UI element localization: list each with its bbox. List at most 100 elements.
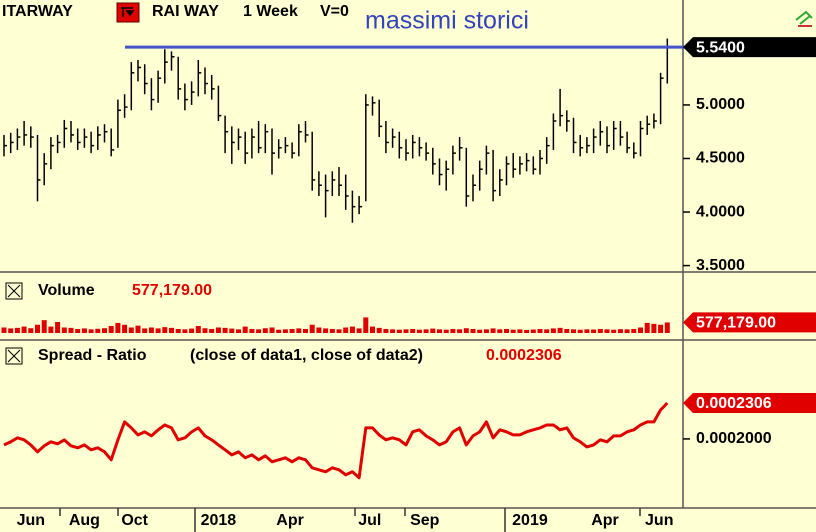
volume-bar [651,323,657,333]
volume-bar [242,326,248,333]
panel-title: Spread - Ratio [38,347,147,364]
volume-bar [323,328,329,333]
x-tick-label: Jun [645,512,673,529]
volume-bar [370,326,375,333]
volume-bar [189,328,195,333]
volume-bar [638,327,643,333]
volume-bar [376,327,382,333]
volume-bar [617,329,623,333]
volume-bar [477,329,483,333]
y-tick-label: 0.0002000 [696,430,772,447]
volume-bar [256,329,262,333]
volume-bar [537,328,543,333]
close-glyph [7,349,21,363]
volume-bar [658,324,664,333]
volume-bar [483,329,489,333]
volume-bar [584,329,590,333]
close-box[interactable] [5,347,23,365]
volume-bar [403,329,409,333]
volume-bar [349,326,355,333]
volume-bar [8,328,14,333]
volume-bar [169,327,174,333]
symbol: ITARWAY [2,3,73,20]
last-value-box [683,312,816,333]
x-tick-label: Jul [358,512,381,529]
last-value-box [683,392,816,413]
volume-bar [236,329,241,333]
volume-bar [296,328,302,333]
volume-bar [571,329,576,333]
volume-bar [28,328,34,333]
x-tick-label: 2019 [512,512,548,529]
volume-bar [142,328,148,333]
volume-bar [517,329,523,333]
y-tick-label: 4.0000 [696,203,745,220]
volume-bar [423,329,429,333]
toolbar-icon[interactable] [795,10,813,27]
volume-bar [550,328,556,333]
volume-bar [383,328,389,333]
volume-bar [303,328,308,333]
volume-bar [329,328,335,333]
volume-bar [390,329,396,333]
volume-bar [363,317,369,333]
volume-bar [148,327,154,333]
volume-bar [202,328,208,333]
interval: 1 Week [243,3,298,20]
volume-bar [437,329,442,333]
volume-bar [564,328,570,333]
volume-bar [577,329,583,333]
volume-bar [316,327,322,333]
volume-bar [457,329,463,333]
volume-bar [396,329,402,333]
volume-bar [356,328,362,333]
volume-bar [155,328,161,333]
volume-bar [269,327,275,333]
volume-bar [282,329,288,333]
note: V=0 [320,3,349,20]
volume-bar [222,327,228,333]
volume-bar [510,329,516,333]
x-tick-label: Apr [591,512,619,529]
volume-bar [544,329,550,333]
volume-bar [175,328,181,333]
x-tick-label: Oct [121,512,148,529]
volume-bar [35,324,40,333]
annotation: massimi storici [365,7,529,35]
x-tick-label: Sep [410,512,440,529]
volume-bar [289,328,295,333]
volume-bar [470,328,476,333]
volume-bar [135,325,141,333]
volume-bar [48,326,54,333]
volume-bar [21,326,27,333]
volume-bar [41,320,47,333]
volume-bar [182,329,188,333]
volume-bar [55,322,61,333]
volume-bar [410,328,416,333]
title: RAI WAY [152,3,219,20]
volume-bar [115,322,121,333]
volume-bar [68,327,74,333]
close-box[interactable] [5,282,23,300]
x-separators [59,508,641,532]
volume-bar [95,328,101,333]
y-tick-label: 5.0000 [696,96,745,113]
x-tick-label: 2018 [201,512,237,529]
volume-bar [631,328,637,333]
volume-bar [209,328,215,333]
volume-bar [122,324,128,333]
volume-bar [249,328,255,333]
volume-bar [490,328,496,333]
volume-bar [195,326,201,333]
volume-bar [644,322,650,333]
volume-bar [336,329,342,333]
last-value-label: 0.0002306 [696,395,772,412]
y-tick-label: 3.5000 [696,257,745,274]
volume-bar [463,328,469,333]
volume-bar [88,329,94,333]
x-tick-label: Jun [17,512,45,529]
volume-bar [1,327,7,333]
panel-subtitle: (close of data1, close of data2) [190,347,423,364]
